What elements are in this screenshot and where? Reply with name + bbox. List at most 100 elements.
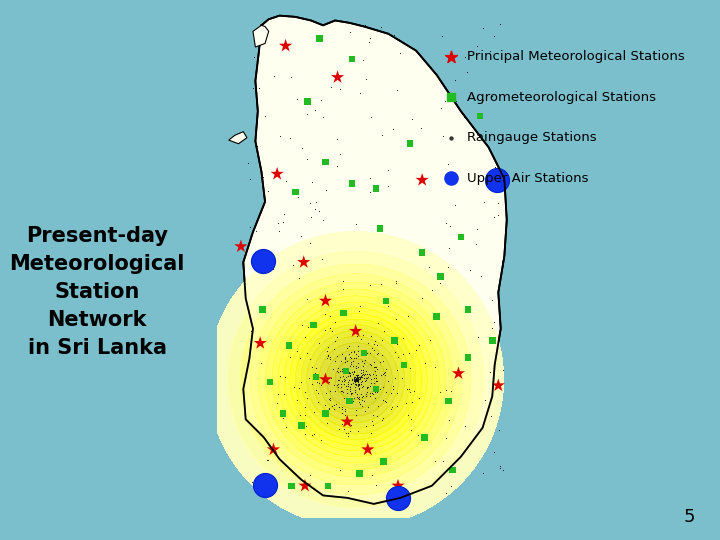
Point [308,322,320,331]
Point [321,346,333,355]
Point [356,371,367,380]
Point [306,380,318,389]
Point [349,372,361,381]
Polygon shape [253,25,269,47]
Point [484,368,495,376]
Point [333,368,344,377]
Point [313,379,325,387]
Point [446,133,457,142]
Point [329,357,341,366]
Point [477,24,489,32]
Point [322,352,333,360]
Point [446,52,457,61]
Point [320,389,332,397]
Point [344,397,356,406]
Point [461,68,472,76]
Point [342,397,354,406]
Point [376,131,387,140]
Point [397,361,409,370]
Point [345,354,356,362]
Point [310,198,322,206]
Point [365,379,377,387]
Point [330,318,341,326]
Point [321,419,333,428]
Point [379,396,391,405]
Point [350,363,361,372]
Point [444,222,456,231]
Point [318,216,329,225]
Point [331,134,343,143]
Point [349,376,361,384]
Point [402,410,413,419]
Point [356,376,368,385]
Point [304,239,315,248]
Point [310,386,322,395]
Point [336,380,347,388]
Point [348,367,359,376]
Point [369,367,381,375]
Point [371,412,382,421]
Point [310,364,322,373]
Point [449,200,461,209]
Point [367,421,379,429]
Point [355,373,366,381]
Point [284,133,295,142]
Point [325,374,337,382]
Point [255,359,266,368]
Point [462,353,474,362]
Point [366,361,377,370]
Point [371,481,382,489]
Point [332,73,343,82]
Point [437,132,449,140]
Point [372,388,383,396]
Point [475,272,487,281]
Point [317,377,328,386]
Point [332,375,343,384]
Point [443,397,454,406]
Point [323,395,334,404]
Point [354,380,365,388]
Point [349,378,361,387]
Point [492,381,504,390]
Point [382,377,393,386]
Point [328,401,339,409]
Point [446,387,457,395]
Point [354,400,366,408]
Point [372,401,384,410]
Point [488,213,500,221]
Point [333,402,344,411]
Point [486,296,498,305]
Point [377,351,388,360]
Point [392,85,403,94]
Point [307,321,319,329]
Point [487,318,499,327]
Point [354,375,365,383]
Point [328,364,339,373]
Point [446,465,458,474]
Point [450,96,462,105]
Point [360,367,372,375]
Point [376,416,387,424]
Point [397,334,409,342]
Point [462,305,474,314]
Point [333,382,344,391]
Point [398,361,410,369]
Point [351,371,362,380]
Point [444,416,455,424]
Point [354,374,366,382]
Point [459,113,470,122]
Point [396,374,408,382]
Point [453,369,464,377]
Point [405,426,416,435]
Point [377,357,389,366]
Point [356,389,367,398]
Point [328,381,340,390]
Point [348,377,360,386]
Point [350,410,361,419]
Point [368,363,379,372]
Point [471,225,482,234]
Point [331,333,343,342]
Point [309,205,320,213]
Point [302,97,313,106]
Point [344,427,356,436]
